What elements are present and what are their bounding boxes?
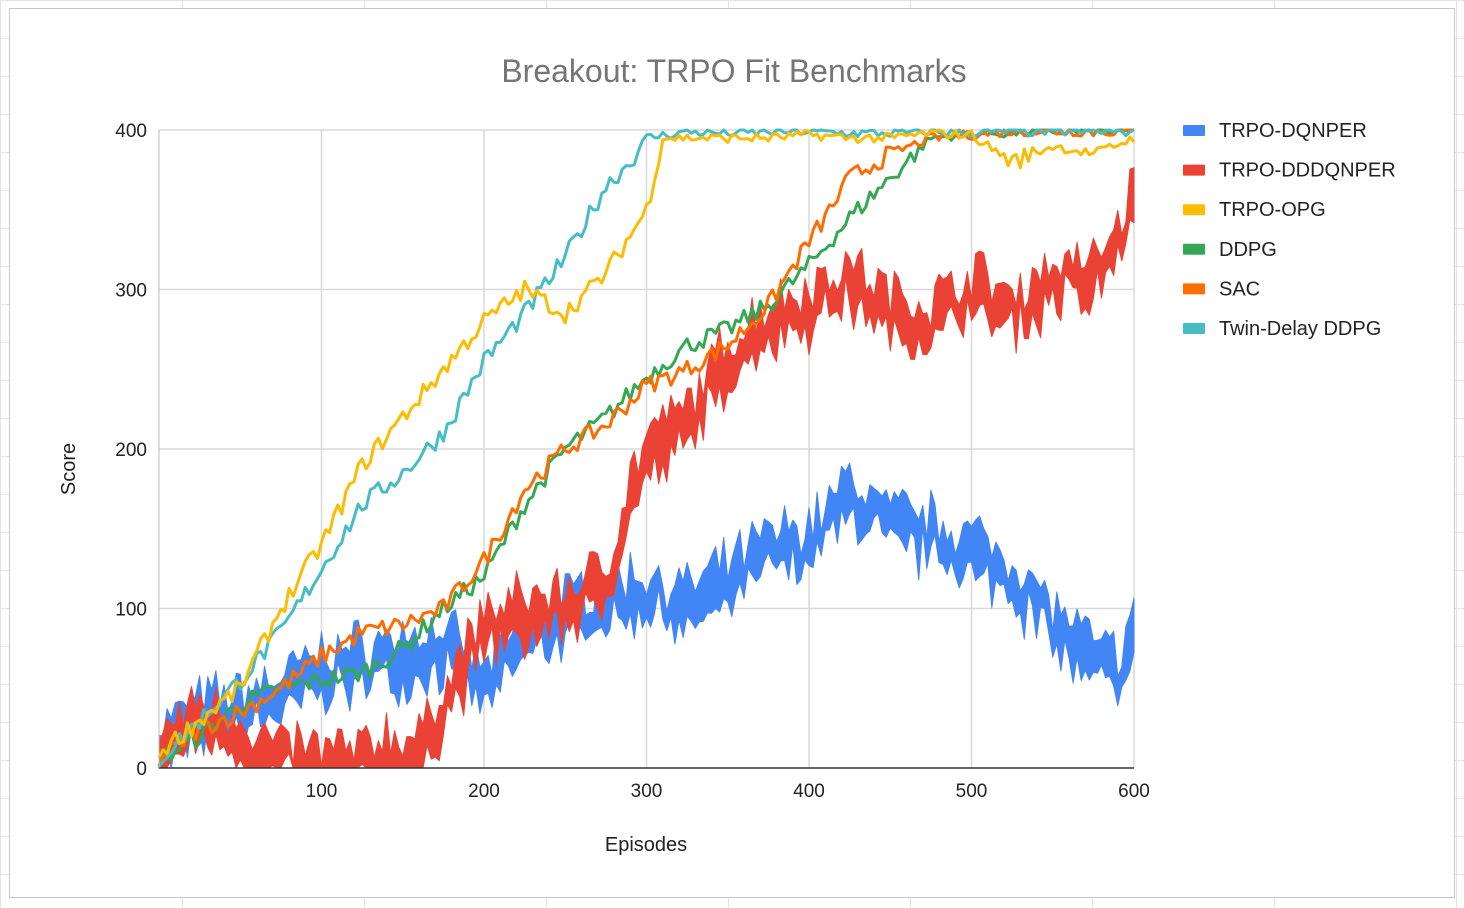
legend-label: Twin-Delay DDPG — [1219, 318, 1381, 340]
legend-swatch — [1183, 323, 1205, 334]
legend-label: TRPO-OPG — [1219, 199, 1326, 221]
y-tick-label: 0 — [136, 759, 147, 780]
legend-swatch — [1183, 204, 1205, 216]
series-sac-line — [157, 128, 1134, 767]
y-tick-label: 300 — [115, 281, 147, 302]
x-tick-label: 600 — [1118, 781, 1150, 802]
x-tick-label: 500 — [956, 781, 988, 802]
legend-swatch — [1183, 283, 1205, 295]
chart-card[interactable]: Breakout: TRPO Fit Benchmarks 0 100 200 300… — [9, 8, 1455, 898]
legend-label: TRPO-DQNPER — [1219, 120, 1367, 142]
series-trpo-opg-line — [157, 128, 1136, 758]
legend-label: DDPG — [1219, 239, 1277, 261]
legend-swatch — [1183, 164, 1205, 176]
band-series — [158, 167, 1135, 769]
series-trpo-dqnper-band — [158, 462, 1135, 769]
x-axis-title: Episodes — [605, 834, 687, 856]
series-twin-delay-ddpg-line — [157, 128, 1135, 768]
x-tick-label: 200 — [468, 781, 500, 802]
x-tick-label: 300 — [631, 781, 663, 802]
legend-label: SAC — [1219, 278, 1260, 300]
legend-item[interactable]: TRPO-DQNPER — [1183, 120, 1367, 142]
series-trpo-dddqnper-band — [158, 167, 1135, 769]
axes: 0 100 200 300 400 100 200 300 400 500 600 — [115, 121, 1150, 802]
legend-label: TRPO-DDDQNPER — [1219, 160, 1396, 182]
legend: TRPO-DQNPER TRPO-DDDQNPER TRPO-OPG DDPG SAC T… — [1183, 120, 1396, 340]
chart-title: Breakout: TRPO Fit Benchmarks — [501, 53, 966, 89]
y-tick-label: 200 — [115, 440, 147, 461]
y-axis-title: Score — [58, 443, 80, 495]
y-tick-label: 100 — [115, 600, 147, 621]
legend-item[interactable]: TRPO-DDDQNPER — [1183, 160, 1396, 182]
chart: Breakout: TRPO Fit Benchmarks 0 100 200 300… — [58, 53, 1396, 856]
x-tick-label: 100 — [306, 781, 338, 802]
y-tick-label: 400 — [115, 121, 147, 142]
legend-item[interactable]: DDPG — [1183, 239, 1277, 261]
legend-item[interactable]: SAC — [1183, 278, 1260, 300]
legend-swatch — [1183, 125, 1205, 136]
x-tick-label: 400 — [793, 781, 825, 802]
legend-swatch — [1183, 243, 1205, 255]
legend-item[interactable]: TRPO-OPG — [1183, 199, 1326, 221]
legend-item[interactable]: Twin-Delay DDPG — [1183, 318, 1381, 340]
line-series — [157, 128, 1136, 769]
